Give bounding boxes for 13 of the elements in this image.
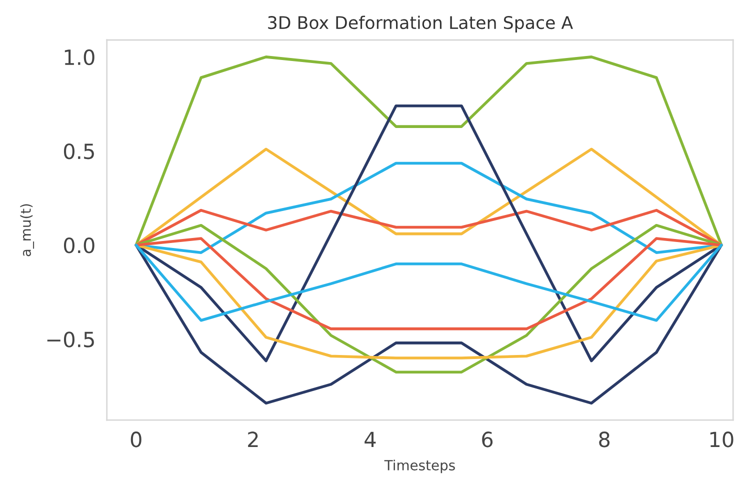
- x-tick-label: 0: [130, 432, 142, 448]
- x-tick-label: 2: [248, 432, 258, 448]
- chart-title: 3D Box Deformation Laten Space A: [268, 16, 573, 32]
- x-tick-label: 6: [482, 432, 493, 448]
- x-tick-label: 10: [710, 432, 734, 448]
- y-axis-title: a_mu(t): [20, 204, 34, 256]
- y-tick-label: 0.0: [64, 238, 94, 254]
- y-tick-label: 1.0: [64, 49, 94, 66]
- x-tick-label: 4: [364, 432, 376, 448]
- x-tick-label: 8: [599, 432, 610, 448]
- y-tick-label: 0.5: [64, 143, 94, 160]
- x-axis-title: Timesteps: [384, 460, 455, 474]
- y-tick-label: −0.5: [47, 332, 94, 348]
